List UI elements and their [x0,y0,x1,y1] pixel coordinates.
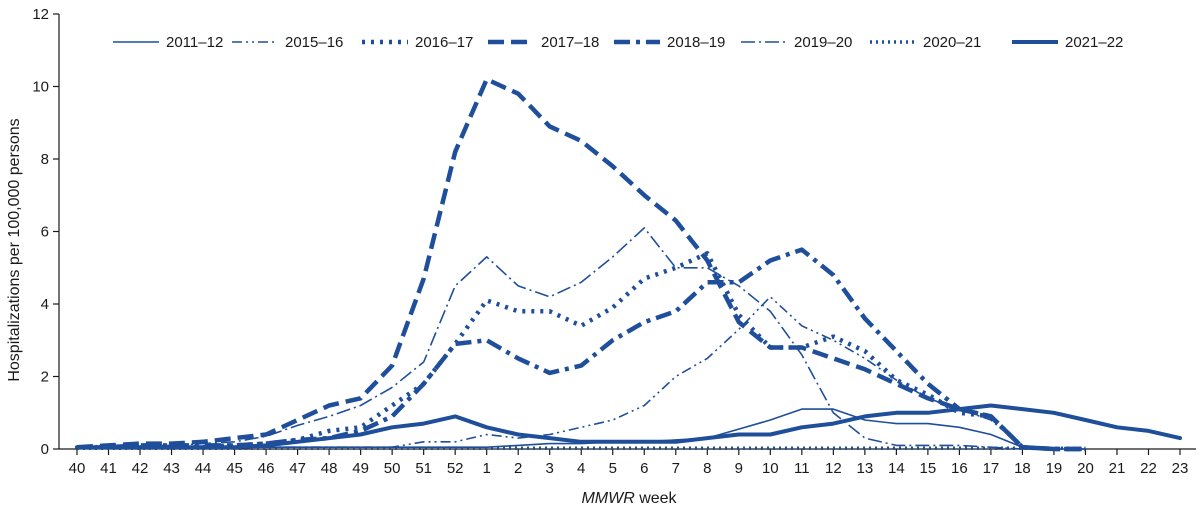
series-line-2015–16 [77,296,1086,450]
legend-label-2017–18: 2017–18 [541,34,599,51]
x-tick-label-46: 46 [258,460,275,477]
y-tick-label-10: 10 [32,79,49,96]
x-tick-label-49: 49 [352,460,369,477]
x-tick-label-18: 18 [1014,460,1031,477]
x-tick-label-7: 7 [672,460,680,477]
legend-label-2011–12: 2011–12 [166,34,223,51]
x-tick-label-47: 47 [289,460,306,477]
x-tick-label-1: 1 [483,460,491,477]
series-line-2017–18 [76,77,1086,452]
x-tick-label-45: 45 [226,460,243,477]
x-tick-label-11: 11 [794,460,810,477]
legend-label-2016–17: 2016–17 [415,34,473,51]
x-tick-label-12: 12 [825,460,842,477]
x-tick-label-13: 13 [857,460,874,477]
x-tick-label-6: 6 [640,460,648,477]
series-line-2021–22 [75,403,1182,450]
x-tick-label-22: 22 [1140,460,1157,477]
x-tick-label-5: 5 [609,460,617,477]
x-tick-label-52: 52 [447,460,464,477]
x-tick-label-16: 16 [951,460,968,477]
x-axis-title-italic: MMWR [581,490,635,507]
y-tick-label-8: 8 [41,151,49,168]
x-tick-label-48: 48 [321,460,338,477]
x-axis-title: MMWR week [581,490,677,507]
x-tick-label-8: 8 [703,460,711,477]
legend: 2011–12 2015–16 2016–17 2017–18 2018–19 2019–… [113,34,1123,51]
y-tick-label-6: 6 [41,224,49,241]
x-tick-label-44: 44 [195,460,212,477]
x-tick-label-2: 2 [514,460,522,477]
x-tick-label-4: 4 [577,460,585,477]
y-tick-label-2: 2 [41,369,49,386]
x-tick-label-20: 20 [1077,460,1094,477]
x-tick-label-21: 21 [1109,460,1126,477]
x-tick-label-15: 15 [920,460,937,477]
series-layer [75,77,1182,452]
x-tick-label-10: 10 [762,460,779,477]
x-tick-label-9: 9 [735,460,743,477]
x-tick-label-17: 17 [983,460,1000,477]
x-tick-label-51: 51 [415,460,432,477]
x-tick-label-43: 43 [163,460,180,477]
legend-label-2019–20: 2019–20 [794,34,852,51]
series-line-2018–19 [77,247,1086,452]
legend-label-2020–21: 2020–21 [923,34,981,51]
y-tick-label-12: 12 [32,6,49,23]
x-tick-label-50: 50 [384,460,401,477]
y-tick-label-4: 4 [41,296,49,313]
x-tick-label-42: 42 [132,460,149,477]
x-tick-label-40: 40 [69,460,86,477]
x-tick-label-3: 3 [546,460,554,477]
legend-label-2021–22: 2021–22 [1065,34,1123,51]
x-tick-label-41: 41 [100,460,117,477]
x-tick-label-23: 23 [1172,460,1189,477]
legend-label-2015–16: 2015–16 [285,34,343,51]
x-tick-label-19: 19 [1046,460,1063,477]
x-axis-title-rest: week [635,490,678,507]
x-tick-label-14: 14 [888,460,905,477]
legend-label-2018–19: 2018–19 [667,34,725,51]
series-line-2019–20 [77,227,1054,450]
y-tick-label-0: 0 [41,441,49,458]
y-axis-title: Hospitalizations per 100,000 persons [6,118,23,381]
